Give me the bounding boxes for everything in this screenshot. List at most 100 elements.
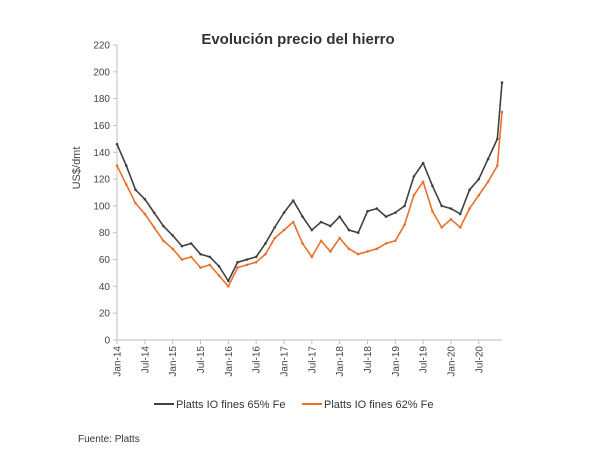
data-point — [254, 260, 258, 264]
data-point — [338, 236, 341, 240]
data-point — [227, 279, 230, 283]
data-point — [394, 211, 397, 214]
data-point — [500, 110, 504, 114]
series-group — [115, 110, 504, 288]
x-tick-label: Jan-14 — [113, 346, 124, 377]
data-point — [236, 266, 239, 269]
data-point — [394, 239, 397, 243]
y-tick-label: 180 — [93, 94, 110, 105]
data-point — [356, 252, 360, 256]
data-point — [356, 231, 360, 235]
data-point — [227, 285, 230, 288]
data-point — [412, 175, 416, 178]
data-point — [162, 224, 165, 228]
series-layer — [115, 81, 504, 288]
x-tick-label: Jul-15 — [196, 346, 207, 374]
y-tick-label: 20 — [99, 309, 111, 320]
data-point — [124, 183, 128, 186]
x-tick-label: Jan-15 — [168, 346, 179, 377]
data-point — [403, 223, 406, 226]
data-point — [245, 263, 249, 267]
data-point — [208, 255, 212, 259]
data-point — [319, 220, 323, 224]
data-point — [403, 204, 406, 208]
data-point — [282, 228, 286, 232]
data-point — [384, 215, 388, 218]
data-point — [310, 255, 314, 259]
legend: Platts IO fines 65% Fe Platts IO fines 62… — [154, 399, 433, 411]
x-tick-label: Jul-17 — [307, 346, 318, 374]
data-point — [421, 180, 425, 184]
data-point — [329, 250, 332, 253]
series-line — [116, 111, 503, 288]
data-point — [468, 188, 471, 192]
data-point — [477, 177, 481, 181]
data-point — [217, 264, 221, 268]
y-tick-label: 0 — [104, 336, 110, 347]
x-tick-label: Jul-18 — [363, 346, 374, 374]
data-point — [208, 263, 212, 267]
data-point — [375, 207, 379, 210]
data-point — [264, 242, 267, 245]
series-group — [115, 81, 504, 283]
data-point — [500, 81, 504, 84]
data-point — [189, 242, 193, 245]
data-point — [431, 184, 434, 188]
data-point — [412, 193, 416, 197]
x-tick-label: Jul-20 — [474, 346, 485, 374]
data-point — [199, 266, 202, 269]
x-tick-label: Jul-14 — [140, 346, 151, 374]
data-point — [375, 247, 379, 251]
x-tick-label: Jul-19 — [419, 346, 430, 374]
data-point — [189, 255, 193, 259]
legend-label: Platts IO fines 65% Fe — [176, 399, 285, 411]
data-point — [468, 207, 471, 210]
chart-title: Evolución precio del hierro — [201, 31, 394, 48]
y-tick-label: 160 — [93, 121, 110, 132]
data-point — [264, 252, 267, 256]
data-point — [366, 209, 369, 213]
data-point — [245, 258, 249, 261]
data-point — [496, 137, 499, 141]
data-point — [329, 224, 332, 228]
data-point — [143, 212, 147, 216]
y-tick-label: 200 — [93, 67, 110, 78]
data-point — [217, 274, 221, 277]
data-point — [199, 252, 202, 256]
data-point — [458, 212, 462, 216]
data-point — [366, 250, 369, 253]
data-point — [301, 215, 304, 218]
data-point — [449, 207, 453, 210]
data-point — [338, 215, 341, 218]
y-tick-label: 40 — [99, 282, 111, 293]
data-point — [134, 201, 137, 205]
data-point — [440, 226, 443, 229]
data-point — [486, 180, 490, 184]
x-tick-label: Jan-17 — [279, 346, 290, 377]
y-axis-label: US$/dmt — [71, 147, 83, 190]
data-point — [477, 193, 481, 197]
data-point — [273, 226, 277, 229]
data-point — [384, 242, 388, 245]
data-point — [319, 239, 323, 243]
y-tick-label: 60 — [99, 255, 111, 266]
data-point — [310, 228, 314, 232]
data-point — [486, 157, 490, 161]
y-tick-label: 120 — [93, 175, 110, 186]
data-point — [180, 244, 184, 248]
data-point — [254, 255, 258, 259]
data-point — [458, 226, 462, 229]
data-point — [143, 197, 147, 201]
x-tick-label: Jan-16 — [224, 346, 235, 377]
data-point — [282, 211, 286, 214]
data-point — [440, 204, 443, 208]
data-point — [421, 161, 425, 165]
data-point — [152, 226, 156, 229]
y-tick-label: 80 — [99, 228, 111, 239]
data-point — [152, 211, 156, 214]
data-point — [171, 234, 174, 237]
axes: 0 20 40 60 80 100 120 140 160 180 200 220 Jan-14 Jul-… — [93, 41, 502, 377]
data-point — [236, 260, 239, 264]
data-point — [291, 199, 295, 202]
